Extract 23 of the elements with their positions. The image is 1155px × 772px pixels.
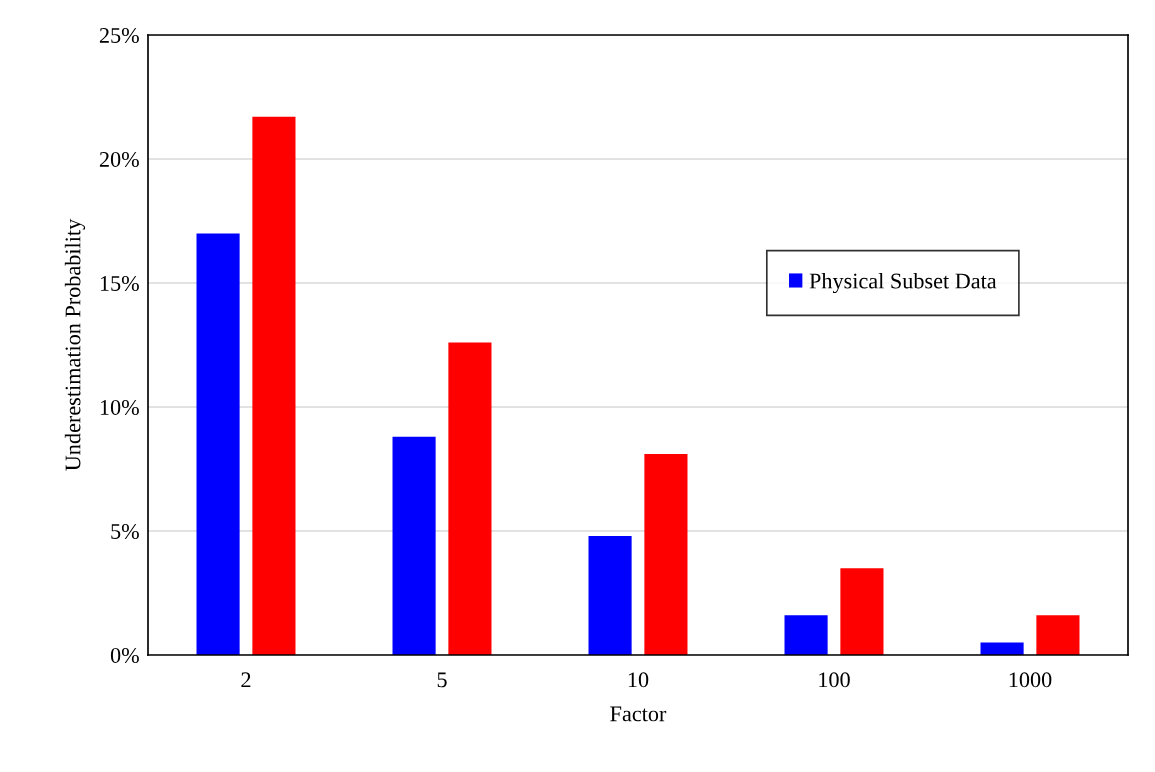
x-axis-title: Factor xyxy=(610,706,667,722)
y-tick-label: 25% xyxy=(99,27,139,43)
y-tick-label: 10% xyxy=(100,399,139,415)
x-tick-label: 2 xyxy=(241,672,251,688)
x-tick-label: 10 xyxy=(628,672,649,688)
x-tick-label: 100 xyxy=(819,672,850,688)
x-tick-label: 5 xyxy=(437,672,447,688)
bar xyxy=(588,535,632,655)
bar xyxy=(392,436,436,655)
bar xyxy=(840,568,884,655)
legend-label: Physical Subset Data xyxy=(809,272,997,294)
bar xyxy=(1036,615,1080,655)
bar xyxy=(644,454,688,655)
y-tick-label: 20% xyxy=(99,151,139,167)
y-tick-label: 5% xyxy=(111,523,139,539)
bar xyxy=(252,116,296,655)
bar xyxy=(784,615,828,655)
y-tick-label: 0% xyxy=(110,647,139,663)
bar xyxy=(196,233,240,655)
x-tick-label: 1000 xyxy=(1009,672,1052,688)
y-tick-label: 15% xyxy=(100,275,139,291)
bar xyxy=(448,342,492,655)
y-axis-title: Underestimation Probability xyxy=(64,218,86,471)
